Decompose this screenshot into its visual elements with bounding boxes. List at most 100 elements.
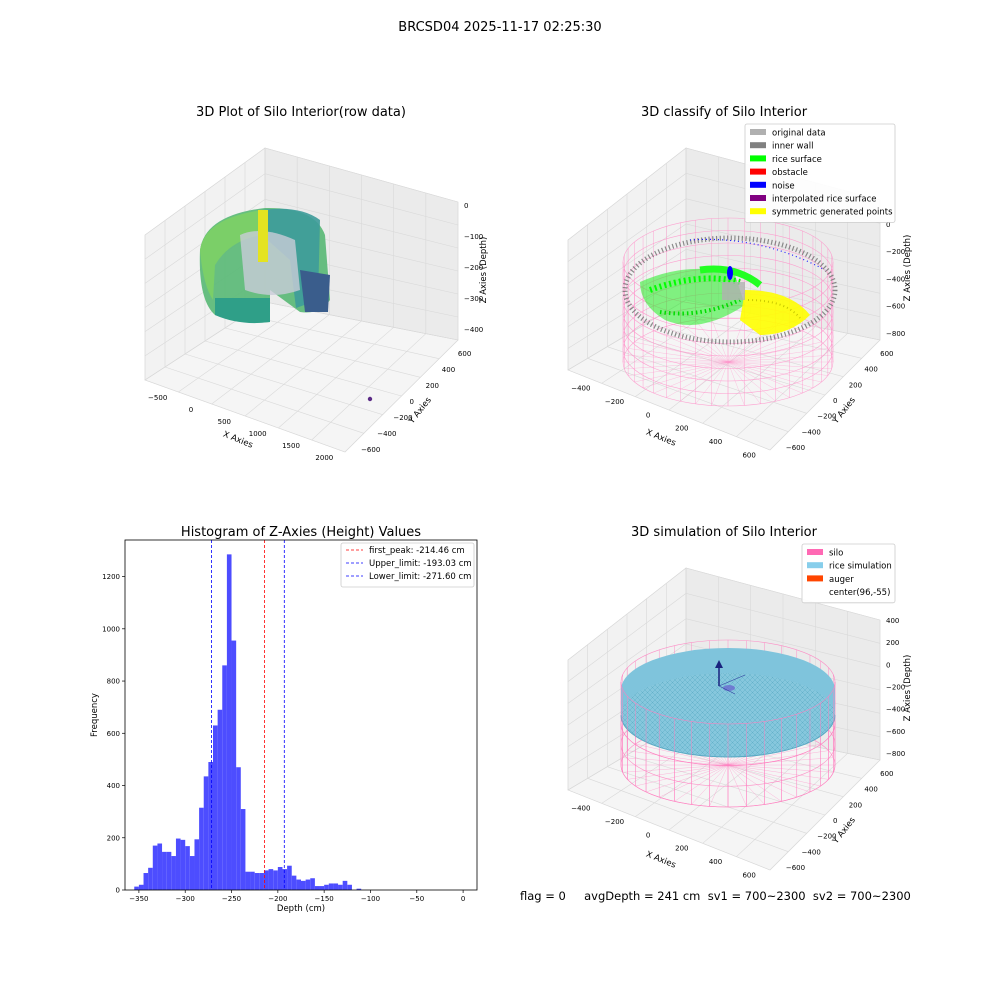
z-tick-label: 0 (886, 661, 890, 669)
panel-simulation-3d: 3D simulation of Silo Interior −400 −200 0… (567, 525, 913, 880)
z-tick-labels: 0 −100 −200 −300 −400 (464, 202, 483, 334)
z-tick-labels: 400 200 0 −200 −400 −600 −800 (886, 617, 905, 758)
histogram-bar (277, 867, 283, 890)
x-tick-labels: −350 −300 −250 −200 −150 −100 −50 0 (129, 890, 465, 903)
histogram-bar (254, 873, 260, 890)
legend: original data inner wall rice surface obsta… (744, 123, 896, 223)
panel-title: 3D simulation of Silo Interior (631, 525, 818, 540)
x-tick-label: 600 (742, 871, 755, 879)
histogram-bar (180, 839, 186, 890)
status-line: flag = 0 avgDepth = 241 cm sv1 = 700~230… (520, 889, 911, 903)
legend-label: Upper_limit: -193.03 cm (369, 559, 472, 569)
panel-raw-3d: 3D Plot of Silo Interior(row data) −500 0… (144, 105, 489, 462)
y-tick-label: 600 (880, 350, 893, 358)
legend: silo rice simulation auger center(96,-55) (801, 543, 896, 604)
histogram-bar (185, 846, 190, 890)
histogram-bar (347, 884, 352, 890)
x-tick-label: 2000 (315, 454, 333, 462)
legend-label: obstacle (772, 168, 808, 178)
grid-lines (567, 147, 881, 451)
x-tick-label: 1500 (282, 442, 300, 450)
silo-wireframe-front (620, 681, 836, 808)
legend-swatch (750, 142, 766, 149)
histogram-bar (328, 883, 334, 890)
reference-lines (211, 540, 285, 890)
histogram-bar (333, 883, 339, 890)
histogram-bar (338, 884, 343, 890)
legend-swatch (750, 181, 766, 188)
y-tick-label: 600 (880, 770, 893, 778)
histogram-bars (134, 554, 362, 890)
y-tick-label: −200 (817, 413, 836, 421)
y-tick-label: 400 (864, 366, 877, 374)
auger (715, 660, 746, 695)
y-tick-label: −200 (817, 833, 836, 841)
x-tick-label: 0 (189, 406, 193, 414)
histogram-bar (324, 884, 329, 890)
x-tick-label: 200 (675, 425, 688, 433)
legend-label: interpolated rice surface (772, 195, 877, 205)
histogram-bar (259, 873, 264, 890)
plot-frame (124, 539, 478, 891)
legend-label: Lower_limit: -271.60 cm (369, 572, 471, 582)
y-tick-label: 0 (833, 397, 837, 405)
histogram-bar (282, 869, 288, 890)
x-tick-label: −200 (605, 398, 624, 406)
histogram-bar (203, 776, 209, 890)
z-tick-label: −100 (464, 233, 483, 241)
y-tick-label: −200 (393, 414, 412, 422)
histogram-bar (143, 873, 149, 890)
histogram-bar (175, 838, 181, 890)
histogram-bar (231, 640, 237, 890)
x-tick-labels: −400 −200 0 200 400 600 (571, 385, 756, 460)
legend-swatch (750, 129, 766, 135)
x-tick-label: −100 (361, 895, 380, 903)
histogram-bar (222, 665, 227, 890)
histogram-bar (138, 884, 144, 890)
y-tick-label: 400 (864, 786, 877, 794)
y-tick-label: 0 (833, 817, 837, 825)
x-tick-labels: −500 0 500 1000 1500 2000 (148, 394, 333, 462)
legend-swatch (750, 168, 766, 175)
x-tick-label: −150 (315, 895, 334, 903)
panel-title: 3D Plot of Silo Interior(row data) (196, 105, 406, 120)
x-tick-label: −200 (268, 895, 287, 903)
z-tick-labels: 0 −200 −400 −600 −800 (886, 221, 905, 338)
x-tick-label: −300 (176, 895, 195, 903)
histogram-bar (356, 888, 362, 890)
y-tick-label: 600 (458, 350, 471, 358)
y-tick-label: 1000 (102, 625, 120, 633)
histogram-bar (157, 843, 163, 890)
z-axis-label: Z Axies (Depth) (903, 655, 913, 722)
point-cloud (199, 207, 330, 324)
y-tick-label: −400 (802, 848, 821, 856)
z-tick-label: −800 (886, 330, 905, 338)
legend-swatch (807, 549, 823, 555)
x-tick-labels: −400 −200 0 200 400 600 (571, 805, 756, 880)
histogram-bar (245, 871, 251, 890)
histogram-bar (273, 870, 278, 890)
histogram-bar (236, 767, 241, 890)
y-tick-label: 400 (442, 366, 455, 374)
z-tick-label: −400 (464, 326, 483, 334)
y-tick-label: 0 (116, 887, 120, 895)
z-tick-label: −200 (886, 248, 905, 256)
x-tick-label: 400 (709, 858, 722, 866)
x-tick-label: −200 (605, 818, 624, 826)
histogram-bar (134, 886, 139, 890)
histogram-bar (194, 839, 200, 890)
panel-classify-3d: 3D classify of Silo Interior −400 −200 0 20… (567, 105, 913, 460)
z-tick-label: −400 (886, 275, 905, 283)
histogram-bar (250, 871, 255, 890)
histogram-bar (342, 880, 348, 890)
z-tick-label: 200 (886, 639, 899, 647)
x-tick-label: 0 (461, 895, 465, 903)
z-axis-label: Z Axies (Depth) (479, 237, 489, 304)
histogram-bar (189, 856, 195, 890)
z-tick-label: 0 (886, 221, 890, 229)
z-tick-label: −600 (886, 728, 905, 736)
x-tick-label: −400 (571, 385, 590, 393)
